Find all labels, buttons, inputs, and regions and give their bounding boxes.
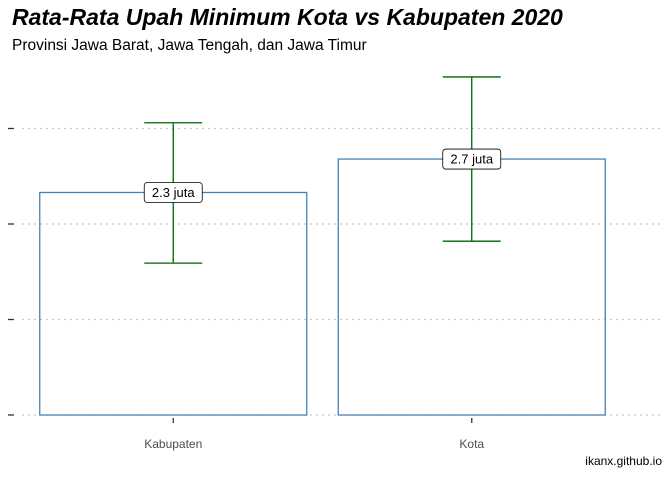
chart-subtitle: Provinsi Jawa Barat, Jawa Tengah, dan Ja…	[12, 37, 367, 54]
value-label-box	[143, 182, 203, 203]
value-label-box	[442, 148, 502, 170]
x-tick-label-kabupaten: Kabupaten	[144, 437, 202, 451]
value-label-text: 2.7 juta	[450, 152, 493, 167]
chart-caption: ikanx.github.io	[585, 454, 662, 468]
value-label-kota: 2.7 juta	[442, 148, 502, 170]
x-tick-label-kota: Kota	[459, 437, 484, 451]
chart-title: Rata-Rata Upah Minimum Kota vs Kabupaten…	[12, 4, 563, 30]
value-label-kabupaten: 2.3 juta	[143, 182, 203, 203]
value-label-text: 2.3 juta	[152, 185, 195, 200]
